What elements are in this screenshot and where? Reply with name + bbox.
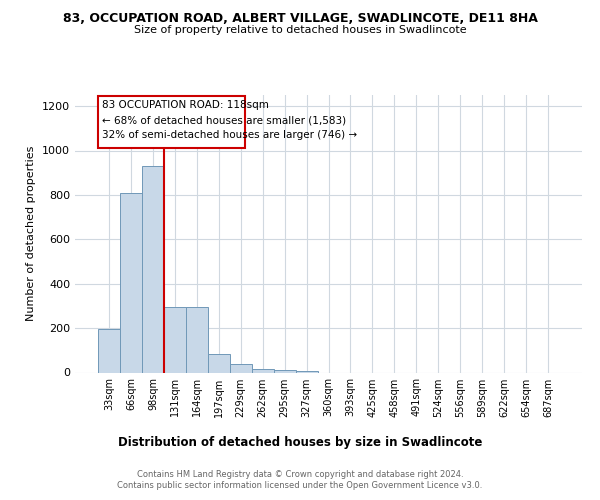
Bar [208, 354, 230, 372]
Text: ← 68% of detached houses are smaller (1,583): ← 68% of detached houses are smaller (1,… [102, 115, 346, 125]
Bar [230, 364, 251, 372]
Bar [98, 329, 120, 372]
Text: Size of property relative to detached houses in Swadlincote: Size of property relative to detached ho… [134, 25, 466, 35]
Text: 83, OCCUPATION ROAD, ALBERT VILLAGE, SWADLINCOTE, DE11 8HA: 83, OCCUPATION ROAD, ALBERT VILLAGE, SWA… [62, 12, 538, 26]
Text: 32% of semi-detached houses are larger (746) →: 32% of semi-detached houses are larger (… [102, 130, 357, 140]
Bar [142, 166, 164, 372]
FancyBboxPatch shape [98, 96, 245, 148]
Bar [186, 308, 208, 372]
Bar [164, 308, 186, 372]
Text: Distribution of detached houses by size in Swadlincote: Distribution of detached houses by size … [118, 436, 482, 449]
Text: Contains HM Land Registry data © Crown copyright and database right 2024.: Contains HM Land Registry data © Crown c… [137, 470, 463, 479]
Bar [274, 370, 296, 372]
Y-axis label: Number of detached properties: Number of detached properties [26, 146, 37, 322]
Text: Contains public sector information licensed under the Open Government Licence v3: Contains public sector information licen… [118, 481, 482, 490]
Text: 83 OCCUPATION ROAD: 118sqm: 83 OCCUPATION ROAD: 118sqm [102, 100, 269, 110]
Bar [296, 370, 317, 372]
Bar [251, 368, 274, 372]
Bar [120, 192, 142, 372]
